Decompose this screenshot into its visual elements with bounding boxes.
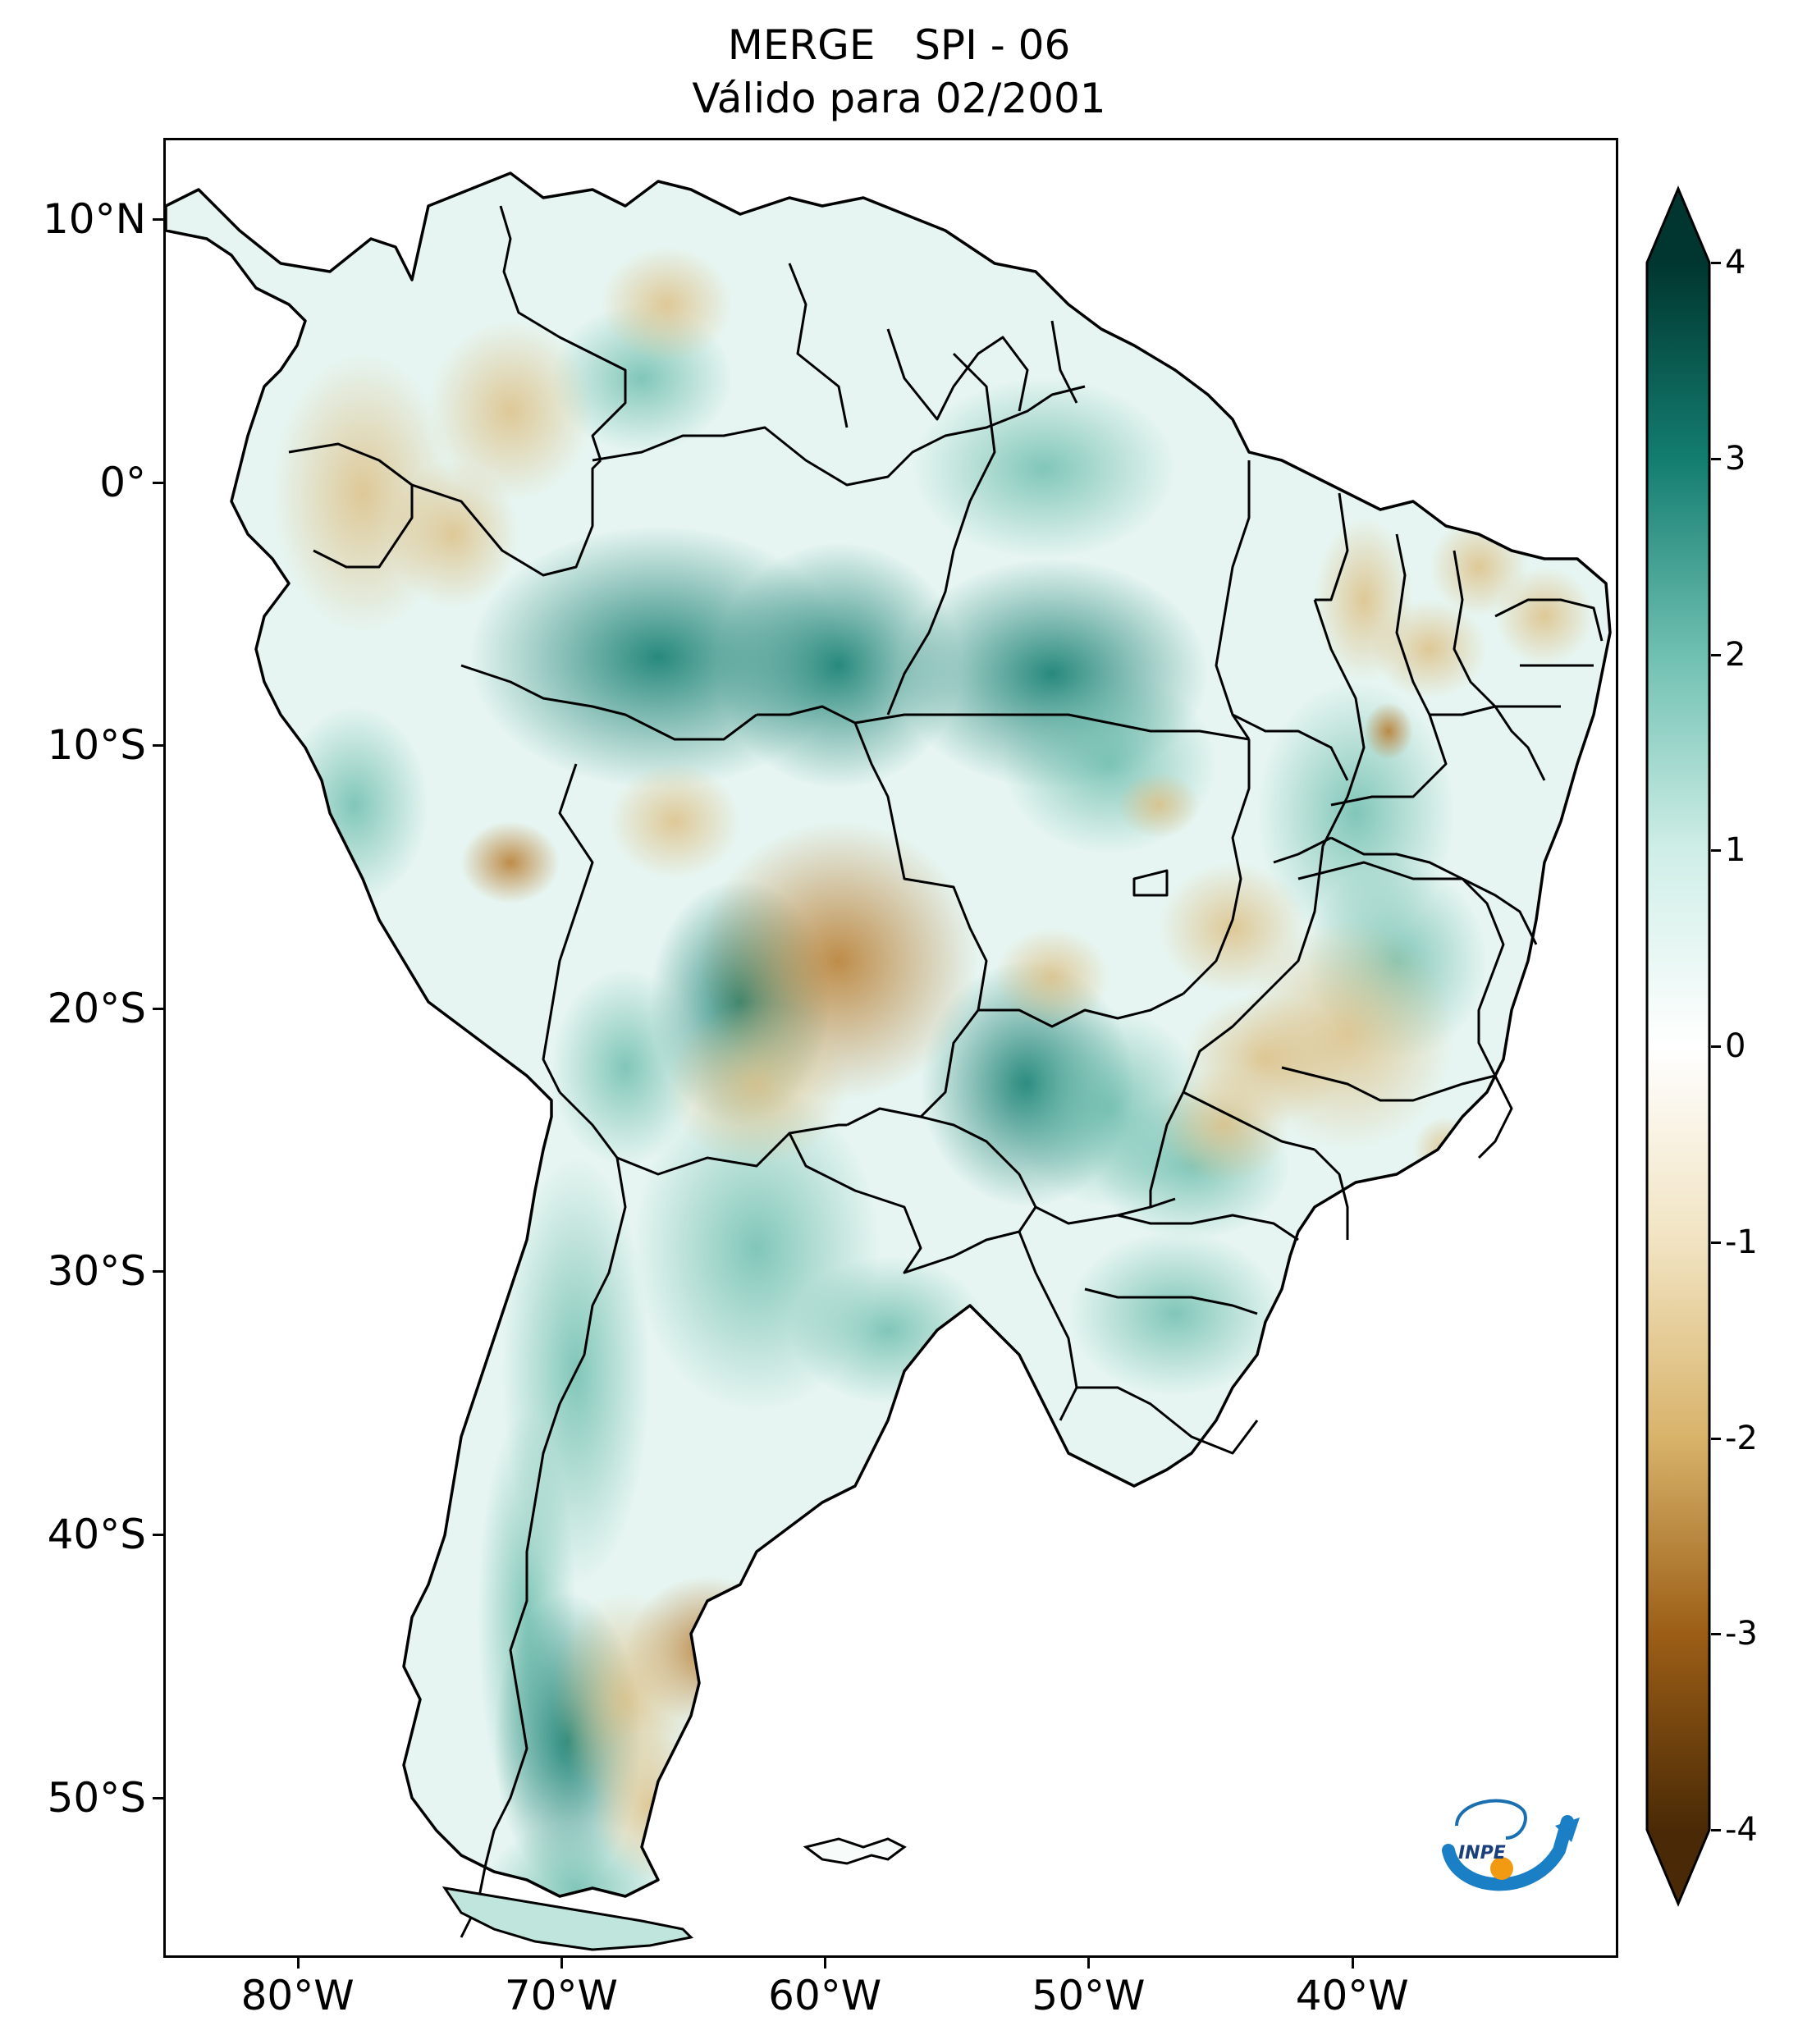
falkland-islands — [803, 1837, 907, 1865]
lon-tick-mark — [560, 1958, 563, 1969]
colorbar-tick-mark — [1711, 653, 1721, 656]
map-panel[interactable] — [163, 138, 1618, 1958]
colorbar — [1645, 185, 1711, 1907]
colorbar-tick-label: -4 — [1725, 1811, 1758, 1849]
lon-tick-label: 70°W — [504, 1972, 618, 2019]
colorbar-tick-mark — [1711, 262, 1721, 264]
colorbar-tick-mark — [1711, 849, 1721, 853]
lon-tick-mark — [296, 1958, 300, 1969]
lat-tick-label: 50°S — [47, 1773, 146, 1822]
colorbar-tick-label: 4 — [1725, 244, 1746, 281]
lon-tick-label: 50°W — [1032, 1972, 1146, 2019]
colorbar-tick-mark — [1711, 1633, 1721, 1636]
map-title: MERGE SPI - 06 — [727, 21, 1071, 69]
logo-text: INPE — [1458, 1843, 1506, 1863]
colorbar-body — [1647, 263, 1709, 1830]
colorbar-tick-label: -2 — [1725, 1419, 1758, 1457]
lat-tick-mark — [153, 744, 163, 748]
colorbar-tick-label: 2 — [1725, 635, 1746, 674]
lat-tick-label: 30°S — [47, 1247, 146, 1296]
map-subtitle: Válido para 02/2001 — [692, 75, 1106, 122]
lat-tick-mark — [153, 481, 163, 484]
lon-tick-label: 80°W — [240, 1972, 355, 2019]
lat-tick-label: 40°S — [47, 1511, 146, 1559]
colorbar-tick-label: 3 — [1725, 439, 1746, 478]
colorbar-tick-mark — [1711, 1241, 1721, 1244]
colorbar-tick-label: 0 — [1725, 1027, 1746, 1065]
colorbar-tick-label: 1 — [1725, 831, 1746, 870]
lon-tick-mark — [824, 1958, 827, 1969]
lat-tick-mark — [153, 218, 163, 222]
colorbar-tick-mark — [1711, 1045, 1721, 1048]
lon-tick-label: 40°W — [1295, 1972, 1409, 2019]
lat-tick-mark — [153, 1534, 163, 1537]
lon-tick-mark — [1087, 1958, 1091, 1969]
colorbar-tick-label: -3 — [1725, 1615, 1758, 1653]
lat-tick-mark — [153, 1796, 163, 1799]
colorbar-tick-mark — [1711, 1829, 1721, 1831]
lon-tick-mark — [1351, 1958, 1354, 1969]
inpe-logo-icon: INPE — [1442, 1799, 1580, 1891]
lon-tick-label: 60°W — [768, 1972, 882, 2019]
political-borders — [288, 205, 1604, 1938]
colorbar-tick-mark — [1711, 1437, 1721, 1440]
lat-tick-mark — [153, 1007, 163, 1010]
colorbar-extend-min — [1647, 1830, 1709, 1904]
lat-tick-label: 10°N — [42, 195, 146, 244]
south-america-map — [166, 171, 1612, 1951]
colorbar-extend-max — [1647, 189, 1709, 263]
lat-tick-mark — [153, 1270, 163, 1273]
tierra-del-fuego — [441, 1886, 694, 1951]
lat-tick-label: 10°S — [47, 721, 146, 770]
spi-field — [272, 247, 1594, 1896]
coastline — [166, 171, 1612, 1898]
colorbar-tick-mark — [1711, 457, 1721, 460]
colorbar-outline — [1645, 185, 1711, 1907]
lat-tick-label: 20°S — [47, 984, 146, 1032]
lat-tick-label: 0° — [99, 458, 146, 506]
colorbar-tick-label: -1 — [1725, 1223, 1758, 1261]
